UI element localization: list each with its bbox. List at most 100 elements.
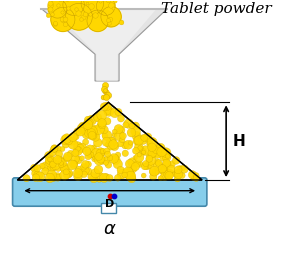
Point (24, 176, 29, 180)
Point (102, 105, 106, 109)
Point (68, 151, 73, 156)
Point (40, 164, 44, 168)
Point (180, 173, 184, 178)
Point (98, 0, 103, 3)
Point (121, 134, 125, 138)
Point (151, 153, 156, 158)
Point (153, 170, 158, 174)
Point (90, 133, 94, 138)
Point (102, 176, 106, 180)
Point (120, 172, 124, 176)
Point (140, 137, 145, 142)
Point (160, 164, 165, 168)
Point (77, 172, 82, 176)
Point (166, 154, 170, 158)
Point (104, 175, 108, 179)
Point (51, 175, 55, 179)
Point (85, 149, 89, 153)
Point (79, 17, 83, 21)
Point (115, 176, 120, 180)
Point (102, 87, 106, 91)
Point (107, 193, 112, 198)
Point (153, 148, 158, 152)
Point (104, 140, 109, 144)
Point (155, 151, 159, 155)
Point (131, 167, 136, 171)
Point (130, 176, 134, 181)
Point (83, 168, 87, 173)
Point (126, 122, 131, 126)
Point (133, 164, 138, 169)
Text: D: D (105, 199, 114, 209)
Point (137, 146, 141, 150)
Point (126, 143, 130, 147)
Point (51, 166, 55, 170)
Point (51, 162, 55, 167)
Point (158, 146, 163, 150)
Point (111, 142, 116, 147)
Point (123, 173, 127, 177)
Circle shape (48, 0, 67, 18)
Point (83, 165, 87, 169)
Point (128, 141, 133, 145)
Point (142, 164, 147, 169)
Point (48, 160, 53, 164)
Point (144, 165, 148, 169)
Point (118, 142, 123, 146)
Point (164, 169, 168, 174)
Point (59, 163, 64, 167)
Point (93, 134, 98, 139)
Point (33, 171, 38, 176)
Point (80, 126, 84, 130)
Point (133, 149, 138, 153)
Point (96, 167, 101, 172)
Point (48, 3, 53, 7)
Circle shape (96, 0, 115, 15)
Point (50, 12, 55, 16)
Point (128, 174, 133, 178)
Point (92, 13, 97, 17)
Point (123, 151, 128, 155)
Point (71, 162, 76, 167)
Point (137, 153, 142, 157)
Point (130, 124, 134, 128)
Point (101, 89, 106, 93)
Point (126, 170, 130, 174)
Point (105, 133, 109, 138)
Circle shape (87, 10, 108, 31)
Point (56, 167, 60, 171)
Point (128, 162, 132, 166)
Point (70, 163, 74, 167)
Point (165, 162, 169, 167)
Point (105, 157, 109, 162)
Point (71, 135, 75, 139)
Point (57, 152, 62, 156)
Point (137, 155, 141, 160)
Point (119, 128, 123, 132)
Point (169, 167, 173, 171)
Point (155, 160, 160, 164)
Point (133, 124, 138, 128)
Point (71, 142, 75, 146)
Point (106, 108, 110, 113)
Point (119, 116, 123, 121)
FancyBboxPatch shape (13, 178, 207, 206)
Point (147, 157, 151, 161)
Point (60, 10, 64, 15)
Point (116, 110, 121, 114)
Point (76, 149, 80, 153)
Point (118, 168, 123, 172)
Point (47, 157, 52, 162)
Point (128, 173, 132, 178)
Point (100, 128, 105, 132)
Point (76, 171, 80, 175)
Point (155, 164, 160, 168)
Point (160, 150, 164, 154)
Point (164, 161, 169, 165)
Point (65, 156, 70, 160)
Point (92, 127, 96, 132)
Point (106, 18, 110, 22)
Point (190, 173, 195, 177)
Point (70, 139, 74, 143)
Point (104, 161, 108, 165)
